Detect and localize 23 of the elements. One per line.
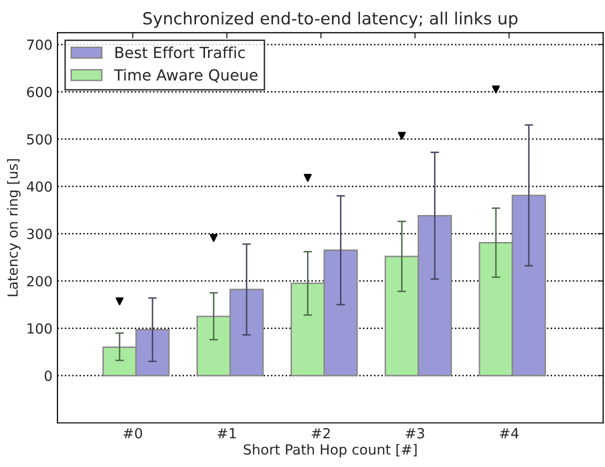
y-axis-title: Latency on ring [us] xyxy=(7,159,21,296)
x-tick-label: #1 xyxy=(218,428,236,438)
y-tick-label: 0 xyxy=(44,370,52,382)
y-tick-label: 300 xyxy=(27,228,52,240)
point xyxy=(304,174,312,182)
x-tick-label: #0 xyxy=(124,428,142,438)
y-tick-label: 100 xyxy=(28,323,52,334)
y-tick-label: 400 xyxy=(26,181,52,192)
point xyxy=(210,234,218,242)
x-tick-label: #2 xyxy=(312,428,330,438)
x-axis-title: Short Path Hop count [#] xyxy=(244,444,417,458)
y-tick-label: 500 xyxy=(27,134,52,145)
chart-title: Synchronized end-to-end latency; all links up xyxy=(143,12,518,28)
y-tick-label: 200 xyxy=(27,276,52,286)
x-tick-label: #3 xyxy=(406,428,424,438)
y-tick-label: 600 xyxy=(27,86,52,98)
legend-label: Best Effort Traffic xyxy=(116,46,245,58)
legend-label: Time Aware Queue xyxy=(114,68,258,82)
point xyxy=(398,132,406,140)
point xyxy=(116,297,124,306)
y-tick-label: 700 xyxy=(27,39,52,50)
point xyxy=(492,85,500,94)
x-tick-label: #4 xyxy=(500,428,519,438)
